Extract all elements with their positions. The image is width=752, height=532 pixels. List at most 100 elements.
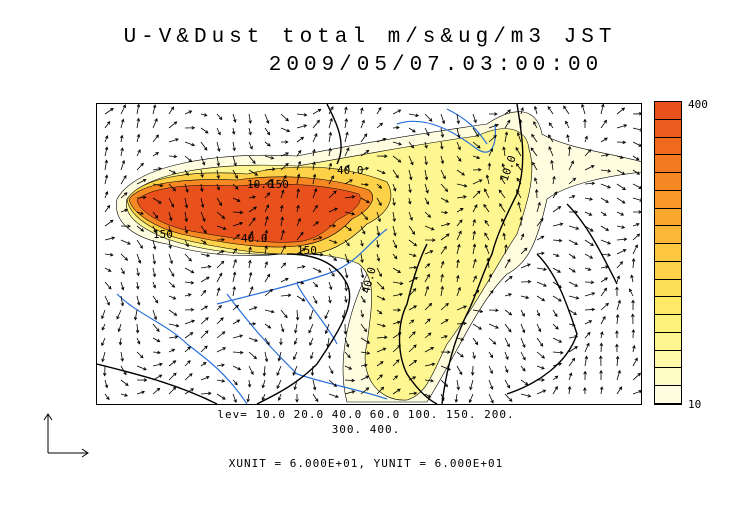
wind-arrow: [504, 379, 511, 389]
wind-arrow: [487, 162, 492, 171]
wind-arrow: [152, 295, 159, 304]
wind-arrow: [376, 239, 380, 249]
wind-arrow: [200, 127, 209, 134]
wind-arrow: [360, 351, 371, 355]
wind-arrow: [216, 272, 223, 283]
wind-arrow: [568, 309, 578, 315]
wind-arrow: [629, 288, 634, 297]
wind-arrow: [615, 330, 619, 339]
wind-arrow: [376, 374, 383, 381]
wind-arrow: [232, 248, 237, 255]
wind-arrow: [136, 267, 140, 277]
wind-arrow: [360, 119, 365, 129]
wind-arrow: [392, 281, 404, 286]
wind-arrow: [632, 127, 641, 132]
wind-arrow: [152, 183, 164, 188]
wind-arrow: [120, 224, 131, 228]
wind-arrow: [568, 239, 579, 245]
wind-arrow: [216, 331, 226, 339]
wind-arrow: [264, 113, 270, 124]
wind-arrow: [536, 365, 545, 370]
wind-arrow: [310, 365, 315, 377]
wind-arrow: [308, 309, 314, 321]
wind-arrow: [568, 281, 579, 287]
wind-arrow: [600, 153, 610, 157]
wind-arrow: [312, 161, 316, 171]
wind-arrow: [456, 351, 464, 358]
wind-arrow: [408, 277, 419, 283]
wind-arrow: [392, 155, 402, 163]
colorbar-segment: [655, 261, 681, 280]
wind-arrow: [456, 155, 462, 162]
wind-arrow: [216, 347, 227, 353]
wind-arrow: [600, 211, 607, 216]
wind-arrow: [312, 133, 318, 143]
wind-arrow: [631, 313, 635, 325]
wind-arrow: [472, 258, 477, 269]
wind-arrow: [552, 337, 563, 343]
wind-arrow: [424, 273, 430, 283]
wind-arrow: [296, 204, 300, 213]
wind-arrow: [498, 189, 506, 199]
wind-arrow: [568, 335, 579, 339]
wind-arrow: [484, 232, 490, 241]
wind-arrow: [152, 337, 161, 343]
wind-arrow: [296, 173, 301, 185]
wind-arrow: [515, 162, 522, 171]
wind-arrow: [552, 222, 564, 227]
wind-arrow: [376, 197, 382, 207]
wind-arrow: [264, 245, 268, 255]
wind-arrow: [518, 119, 523, 129]
wind-arrow: [440, 183, 449, 192]
wind-arrow: [548, 122, 554, 129]
wind-arrow: [312, 119, 320, 129]
wind-arrow: [536, 217, 544, 227]
wind-arrow: [392, 169, 399, 179]
wind-arrow: [328, 117, 333, 129]
wind-arrow: [584, 197, 594, 201]
wind-arrow: [152, 211, 159, 219]
wind-arrow: [567, 145, 572, 157]
wind-arrow: [440, 127, 445, 138]
wind-arrow: [152, 152, 160, 157]
wind-arrow: [120, 118, 125, 129]
wind-arrow: [344, 390, 356, 395]
wind-arrow: [133, 309, 138, 321]
wind-arrow: [536, 309, 541, 317]
wind-arrow: [568, 295, 580, 300]
wind-arrow: [101, 351, 106, 363]
colorbar-segment: [655, 102, 681, 120]
dust-band-300: [136, 183, 361, 243]
wind-arrow: [264, 215, 269, 227]
wind-arrow: [408, 253, 417, 258]
wind-arrow: [440, 169, 446, 180]
wind-arrow: [616, 107, 626, 115]
wind-arrow: [293, 351, 298, 361]
wind-arrow: [200, 265, 212, 269]
wind-arrow: [440, 319, 449, 325]
wind-arrow: [264, 337, 270, 346]
wind-arrow: [152, 387, 161, 395]
wind-arrow: [408, 239, 418, 247]
wind-arrow: [504, 244, 508, 255]
wind-arrow: [632, 233, 641, 241]
wind-arrow: [232, 350, 244, 355]
wind-arrow: [488, 337, 497, 345]
colorbar-segment: [655, 226, 681, 245]
wind-arrow: [547, 105, 554, 115]
wind-arrow: [328, 162, 333, 171]
wind-arrow: [168, 154, 178, 159]
wind-arrow: [440, 393, 445, 402]
wind-arrow: [280, 293, 292, 298]
wind-arrow: [120, 281, 125, 291]
wind-arrow: [232, 113, 237, 123]
wind-arrow: [424, 362, 436, 367]
wind-arrow: [516, 131, 522, 143]
wind-arrow: [584, 355, 589, 367]
colorbar: [654, 101, 682, 405]
wind-arrow: [360, 211, 369, 221]
wind-arrow: [232, 365, 242, 371]
wind-arrow: [600, 197, 609, 203]
wind-arrow: [328, 190, 337, 199]
wind-arrow: [392, 183, 397, 192]
